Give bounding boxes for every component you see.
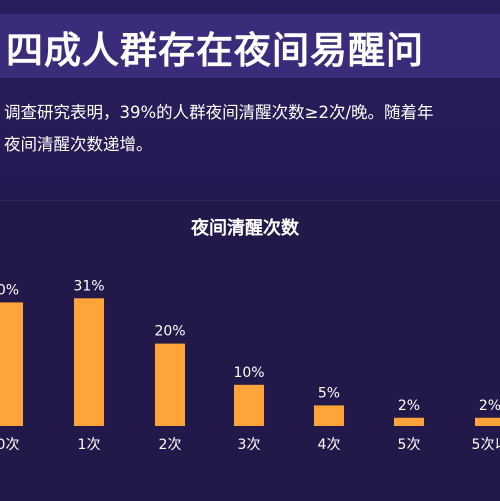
x-tick-label-6: 5次 bbox=[398, 437, 421, 453]
bar-4 bbox=[234, 384, 264, 426]
x-tick-label-1: 0次 bbox=[0, 437, 19, 453]
value-label-5: 5% bbox=[318, 385, 340, 401]
bar-7 bbox=[475, 417, 500, 426]
bar-3 bbox=[155, 343, 185, 426]
value-label-6: 2% bbox=[398, 398, 420, 414]
bar-5 bbox=[314, 405, 344, 426]
header-panel: 四成人群存在夜间易醒问 调查研究表明，39%的人群夜间清醒次数≥2次/晚。随着年… bbox=[0, 0, 500, 200]
value-label-2: 31% bbox=[73, 278, 104, 294]
title-band bbox=[0, 14, 500, 78]
x-tick-label-2: 1次 bbox=[78, 437, 101, 453]
x-tick-label-3: 2次 bbox=[159, 437, 182, 453]
value-label-4: 10% bbox=[233, 365, 264, 381]
value-label-3: 20% bbox=[154, 324, 185, 340]
bar-2 bbox=[74, 298, 104, 426]
subtitle-line-2: 夜间清醒次数递增。 bbox=[4, 135, 153, 154]
bar-1 bbox=[0, 302, 23, 426]
chart-title: 夜间清醒次数 bbox=[191, 218, 299, 239]
value-label-1: 0% bbox=[0, 282, 19, 298]
subtitle-line-1: 调查研究表明，39%的人群夜间清醒次数≥2次/晚。随着年 bbox=[4, 103, 434, 122]
x-tick-label-5: 4次 bbox=[318, 437, 341, 453]
x-tick-label-4: 3次 bbox=[238, 437, 261, 453]
x-tick-label-7: 5次以 bbox=[472, 437, 500, 453]
page-title: 四成人群存在夜间易醒问 bbox=[6, 29, 424, 72]
value-label-7: 2% bbox=[479, 398, 500, 414]
bar-6 bbox=[394, 417, 424, 426]
